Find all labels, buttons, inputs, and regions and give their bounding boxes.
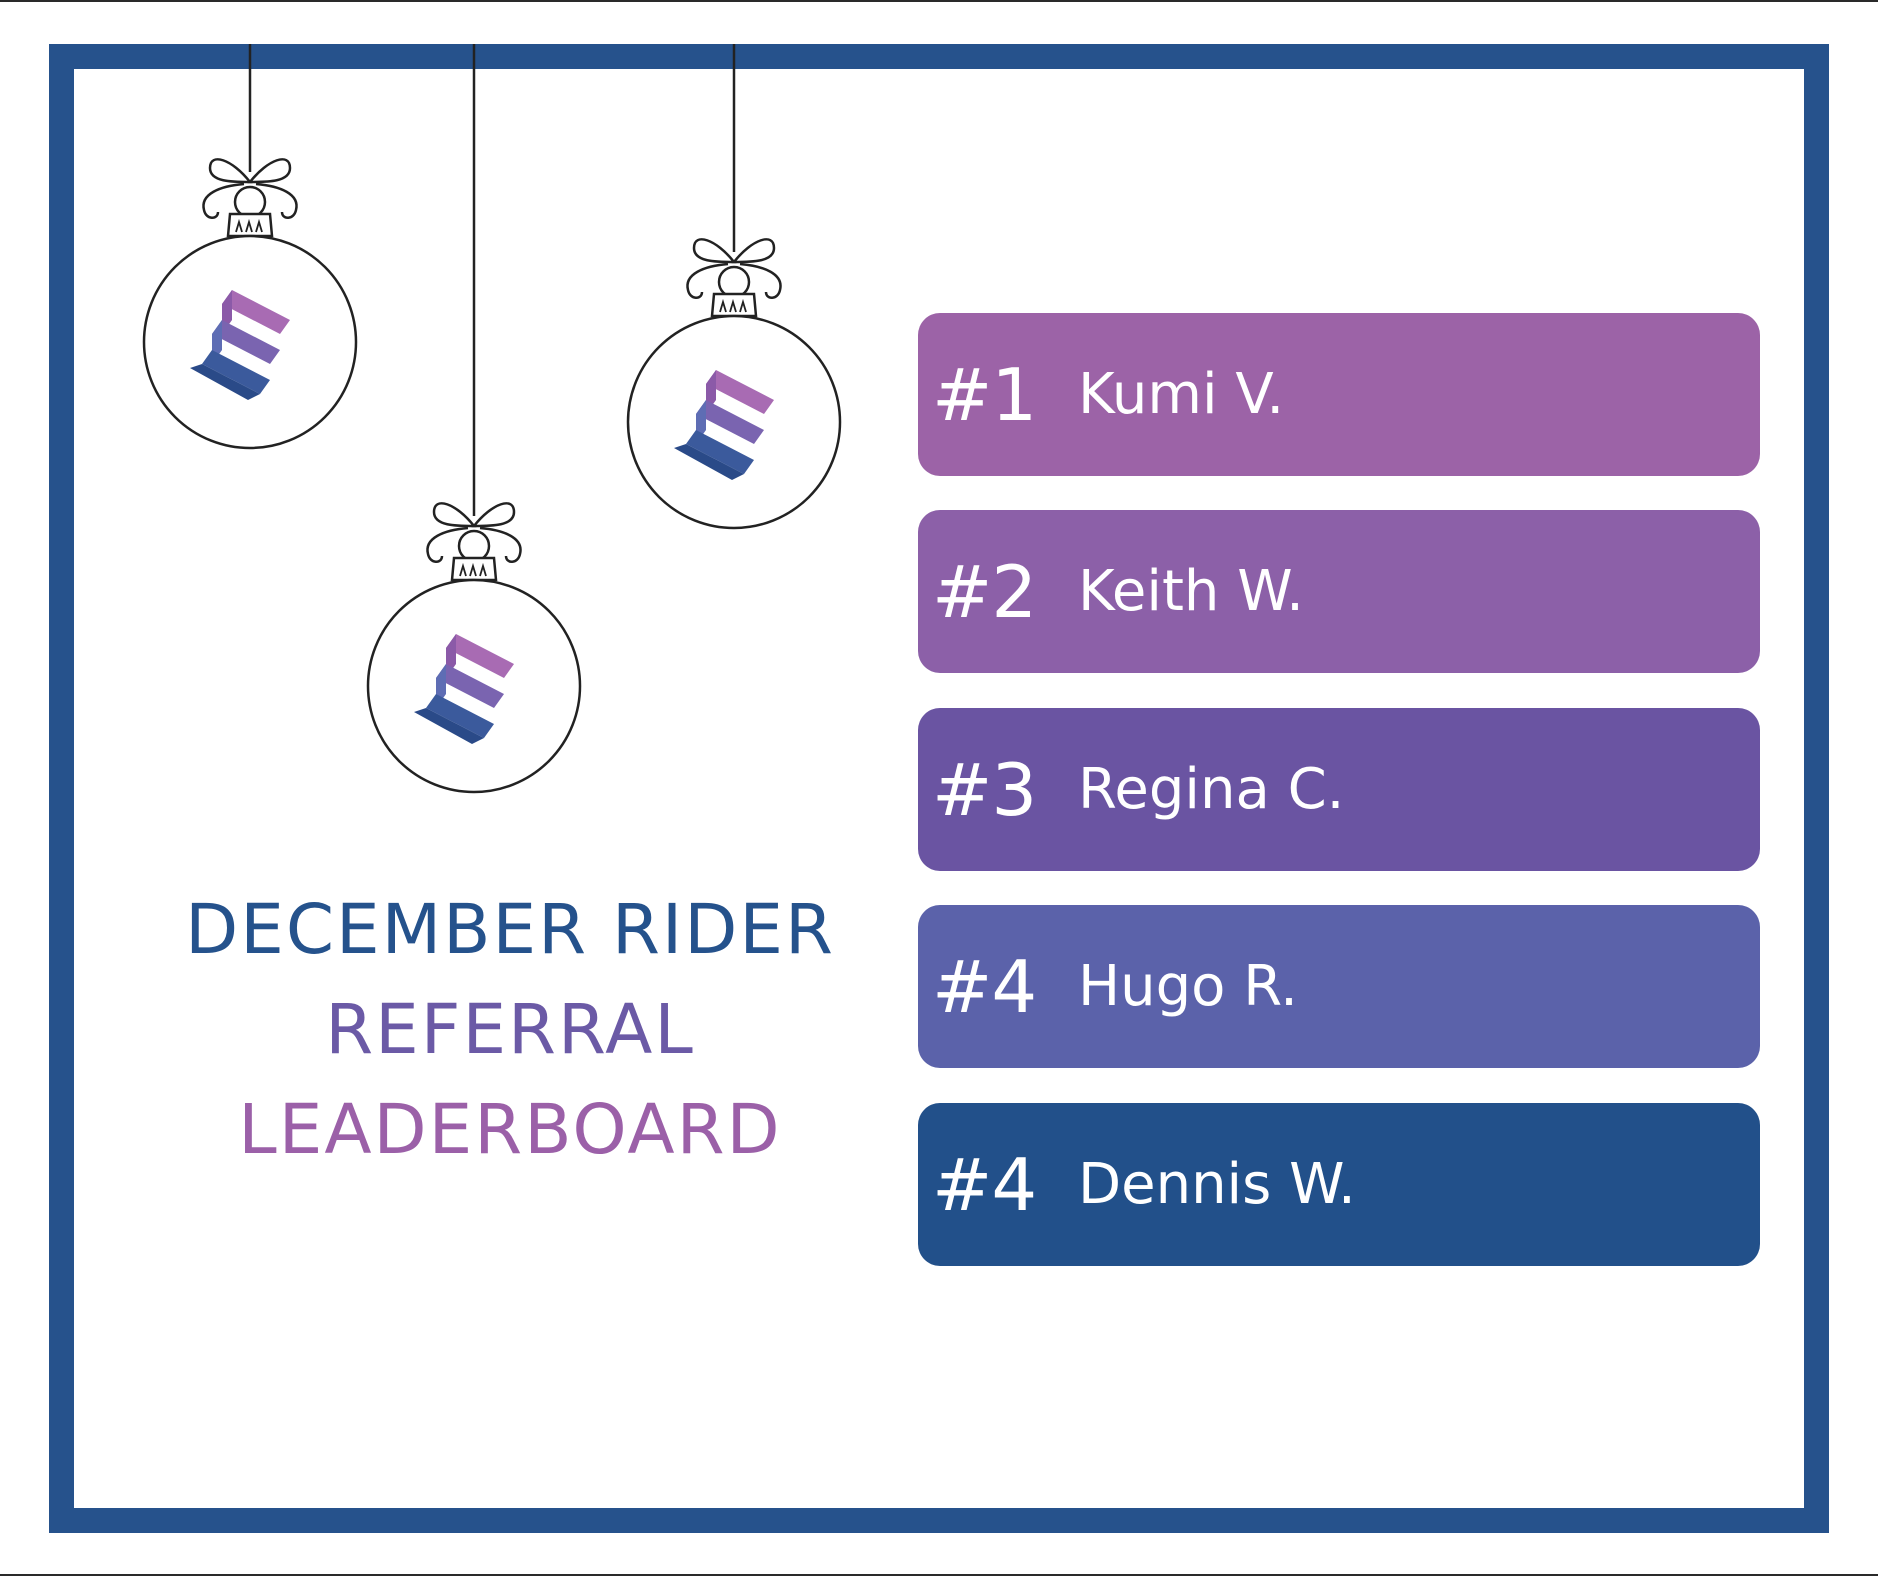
rank-label: #4 [932, 944, 1037, 1029]
rank-label: #3 [932, 747, 1037, 832]
bottom-rule [0, 1574, 1878, 1576]
leaderboard-row: #3 Regina C. [918, 708, 1760, 871]
leaderboard-row: #1 Kumi V. [918, 313, 1760, 476]
rider-name: Kumi V. [1078, 362, 1285, 427]
page-title: DECEMBER RIDER REFERRAL LEADERBOARD [120, 880, 900, 1180]
rank-label: #1 [932, 352, 1037, 437]
rider-name: Keith W. [1078, 559, 1304, 624]
leaderboard-row: #4 Dennis W. [918, 1103, 1760, 1266]
top-rule [0, 0, 1878, 2]
title-line-2: REFERRAL [325, 990, 695, 1070]
rider-name: Dennis W. [1078, 1152, 1356, 1217]
rider-name: Hugo R. [1078, 954, 1298, 1019]
rank-label: #4 [932, 1142, 1037, 1227]
title-line-1: DECEMBER RIDER [185, 890, 835, 970]
rider-name: Regina C. [1078, 757, 1345, 822]
leaderboard-row: #2 Keith W. [918, 510, 1760, 673]
rank-label: #2 [932, 549, 1037, 634]
title-line-3: LEADERBOARD [238, 1090, 782, 1170]
leaderboard-row: #4 Hugo R. [918, 905, 1760, 1068]
